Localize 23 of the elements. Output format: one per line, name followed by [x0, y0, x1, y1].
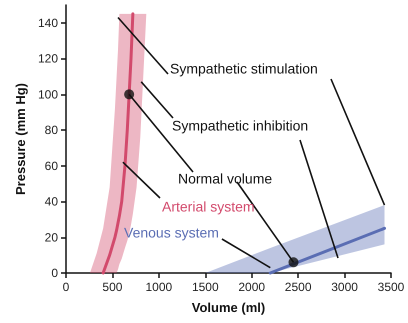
y-axis-title: Pressure (mm Hg): [13, 83, 28, 195]
annotation: Sympathetic inhibition: [172, 118, 308, 134]
x-axis-title: Volume (ml): [192, 300, 266, 315]
y-tick-label: 100: [38, 87, 58, 102]
annotation: Venous system: [124, 224, 219, 241]
annotation: Normal volume: [178, 170, 272, 187]
x-tick-label: 3500: [378, 280, 405, 294]
x-tick-label: 3000: [331, 280, 358, 294]
x-tick-label: 1500: [192, 280, 219, 294]
x-tick-label: 2500: [284, 280, 312, 294]
x-tick-label: 0: [62, 280, 70, 294]
y-tick-label: 120: [38, 52, 58, 66]
annotation: Arterial system: [162, 198, 255, 215]
y-tick-label: 20: [44, 230, 58, 244]
x-tick-label: 2000: [238, 280, 266, 294]
y-tick-label: 140: [38, 16, 58, 30]
y-tick-label: 60: [44, 158, 58, 173]
x-tick-label: 1000: [146, 280, 173, 294]
y-tick-label: 0: [51, 266, 58, 280]
annotation: Sympathetic stimulation: [170, 60, 318, 77]
x-tick-label: 500: [102, 280, 123, 294]
y-tick-label: 40: [44, 194, 58, 209]
y-tick-label: 80: [44, 123, 58, 138]
